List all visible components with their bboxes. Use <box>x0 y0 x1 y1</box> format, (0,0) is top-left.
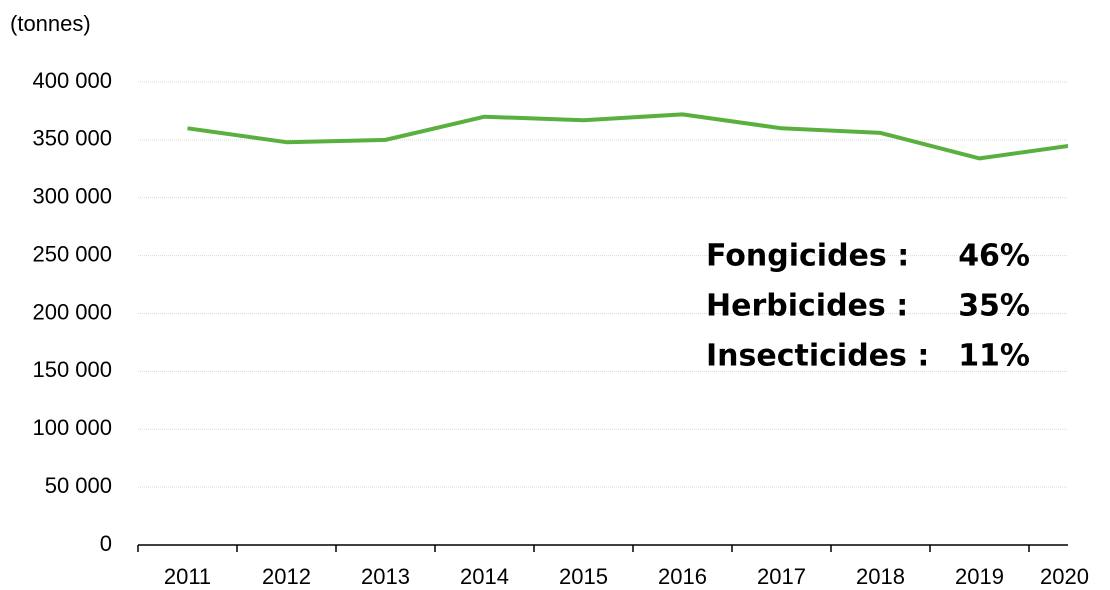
line-series <box>187 112 1068 161</box>
x-tick-label: 2017 <box>757 564 806 589</box>
y-tick-label: 150 000 <box>32 357 112 382</box>
x-tick-label: 2012 <box>262 564 311 589</box>
y-tick-label: 250 000 <box>32 241 112 266</box>
x-tick-label: 2013 <box>361 564 410 589</box>
annotation-value: 11% <box>958 339 1030 374</box>
y-tick-label: 350 000 <box>32 126 112 151</box>
overlay: Fongicides : 46% Herbicides : 35% Insecticid… <box>706 239 1030 374</box>
y-tick-label: 50 000 <box>45 473 112 498</box>
annotation-label: Fongicides : <box>706 239 909 274</box>
plot-area <box>187 112 1068 161</box>
x-tick-label: 2018 <box>856 564 905 589</box>
y-tick-label: 300 000 <box>32 184 112 209</box>
y-tick-label: 100 000 <box>32 415 112 440</box>
x-tick-label: 2014 <box>460 564 509 589</box>
y-tick-label: 200 000 <box>32 299 112 324</box>
x-tick-label: 2016 <box>658 564 707 589</box>
y-tick-label: 400 000 <box>32 68 112 93</box>
annotation-value: 46% <box>958 239 1030 274</box>
x-tick-label: 2020 <box>1040 564 1089 589</box>
y-axis-label: (tonnes) <box>10 11 91 36</box>
grid <box>138 81 1068 488</box>
annotation-value: 35% <box>958 289 1030 324</box>
y-tick-label: 0 <box>100 531 112 556</box>
x-tick-label: 2011 <box>164 564 211 589</box>
annotation-label: Herbicides : <box>706 289 908 324</box>
x-tick-label: 2015 <box>559 564 608 589</box>
x-tick-label: 2019 <box>955 564 1004 589</box>
annotation-label: Insecticides : <box>706 339 929 374</box>
